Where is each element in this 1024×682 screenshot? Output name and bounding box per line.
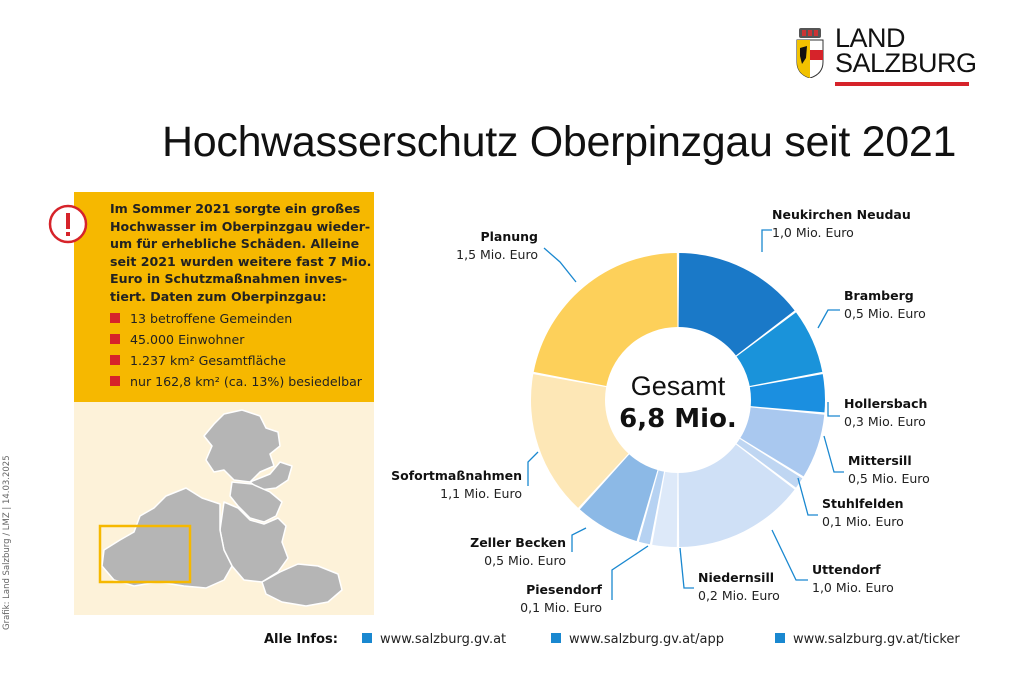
slice-name-label: Niedernsill <box>698 570 774 585</box>
slice-value-label: 0,1 Mio. Euro <box>822 514 904 529</box>
bullet-text: 45.000 Einwohner <box>130 332 245 347</box>
link-text: www.salzburg.gv.at/app <box>569 632 724 647</box>
bullet-text: nur 162,8 km² (ca. 13%) besiedelbar <box>130 374 362 389</box>
donut-slice-2 <box>749 374 825 413</box>
slice-value-label: 1,1 Mio. Euro <box>440 486 522 501</box>
donut-slice-4 <box>736 438 803 488</box>
bullet-text: 13 betroffene Gemeinden <box>130 311 293 326</box>
list-item: 45.000 Einwohner <box>110 329 372 350</box>
donut-slice-1 <box>736 312 823 387</box>
oberpinzgau-highlight <box>98 524 192 584</box>
donut-slice-5 <box>678 444 795 547</box>
map-district-flachgau <box>203 409 281 483</box>
info-box <box>74 192 374 402</box>
leader-line-7 <box>611 545 649 600</box>
logo-underline <box>835 82 969 86</box>
chart-center-value: 6,8 Mio. <box>619 404 737 434</box>
slice-name-label: Zeller Becken <box>470 535 566 550</box>
link-square-icon <box>775 633 785 643</box>
coat-of-arms-icon <box>796 28 824 78</box>
list-item: 1.237 km² Gesamtfläche <box>110 350 372 371</box>
footer-link-ticker[interactable]: www.salzburg.gv.at/ticker <box>775 632 960 647</box>
list-item: 13 betroffene Gemeinden <box>110 308 372 329</box>
slice-value-label: 0,5 Mio. Euro <box>844 306 926 321</box>
slice-name-label: Mittersill <box>848 453 912 468</box>
slice-value-label: 1,5 Mio. Euro <box>456 247 538 262</box>
slice-value-label: 0,5 Mio. Euro <box>848 471 930 486</box>
map-district-lungau <box>261 563 343 607</box>
slice-value-label: 1,0 Mio. Euro <box>772 225 854 240</box>
donut-slice-8 <box>579 454 658 542</box>
slice-value-label: 0,5 Mio. Euro <box>484 553 566 568</box>
slice-value-label: 1,0 Mio. Euro <box>812 580 894 595</box>
donut-slice-0 <box>678 253 795 356</box>
slice-name-label: Neukirchen Neudau <box>772 207 911 222</box>
leader-line-3 <box>823 435 844 473</box>
leader-line-1 <box>817 309 840 329</box>
donut-slice-10 <box>533 253 678 387</box>
salzburg-region-map <box>98 409 343 607</box>
page-title: Hochwasserschutz Oberpinzgau seit 2021 <box>162 118 957 166</box>
donut-slice-6 <box>652 471 678 547</box>
link-square-icon <box>362 633 372 643</box>
bullet-square-icon <box>110 313 120 323</box>
footer-link-main[interactable]: www.salzburg.gv.at <box>362 632 506 647</box>
leader-line-6 <box>679 547 694 589</box>
label-leader-lines <box>527 229 844 600</box>
logo-line-2: SALZBURG <box>835 48 977 78</box>
graphic-credit: Grafik: Land Salzburg / LMZ | 14.03.2025 <box>2 455 12 630</box>
leader-line-10 <box>543 247 577 283</box>
map-district-pinzgau <box>101 487 233 589</box>
land-salzburg-logo: LAND SALZBURG <box>795 25 977 90</box>
bullet-square-icon <box>110 376 120 386</box>
slice-value-label: 0,1 Mio. Euro <box>520 600 602 615</box>
info-text: Im Sommer 2021 sorgte ein großes Hochwas… <box>110 201 372 304</box>
leader-line-0 <box>761 229 772 252</box>
leader-line-4 <box>797 477 818 516</box>
footer-label: Alle Infos: <box>264 632 338 647</box>
footer-link-app[interactable]: www.salzburg.gv.at/app <box>551 632 724 647</box>
donut-chart: Neukirchen Neudau 1,0 Mio. Euro Bramberg 0,… <box>391 207 930 615</box>
bullet-text: 1.237 km² Gesamtfläche <box>130 353 286 368</box>
slice-value-label: 0,2 Mio. Euro <box>698 588 780 603</box>
link-text: www.salzburg.gv.at <box>380 632 507 647</box>
bullet-square-icon <box>110 355 120 365</box>
leader-line-2 <box>827 402 840 417</box>
logo-line-1: LAND <box>835 23 906 53</box>
slice-name-label: Bramberg <box>844 288 914 303</box>
info-bullet-list: 13 betroffene Gemeinden 45.000 Einwohner… <box>110 308 372 392</box>
leader-line-9 <box>527 451 539 486</box>
slice-name-label: Planung <box>480 229 538 244</box>
slice-name-label: Hollersbach <box>844 396 927 411</box>
logo-wordmark: LAND SALZBURG <box>835 23 977 78</box>
link-text: www.salzburg.gv.at/ticker <box>793 632 960 647</box>
warning-icon <box>48 204 88 244</box>
list-item: nur 162,8 km² (ca. 13%) besiedelbar <box>110 371 372 392</box>
slice-value-label: 0,3 Mio. Euro <box>844 414 926 429</box>
slice-name-label: Sofortmaßnahmen <box>391 468 522 483</box>
slice-labels: Neukirchen Neudau 1,0 Mio. Euro Bramberg 0,… <box>391 207 930 615</box>
donut-slice-9 <box>531 374 629 508</box>
slice-name-label: Uttendorf <box>812 562 881 577</box>
donut-slice-7 <box>638 470 665 545</box>
leader-line-8 <box>571 527 587 552</box>
chart-center-label: Gesamt <box>631 371 726 401</box>
donut-slices <box>531 253 825 547</box>
slice-name-label: Piesendorf <box>526 582 602 597</box>
leader-line-5 <box>771 529 808 581</box>
slice-name-label: Stuhlfelden <box>822 496 904 511</box>
bullet-square-icon <box>110 334 120 344</box>
link-square-icon <box>551 633 561 643</box>
donut-slice-3 <box>740 407 825 477</box>
map-district-tennengau <box>229 481 283 523</box>
